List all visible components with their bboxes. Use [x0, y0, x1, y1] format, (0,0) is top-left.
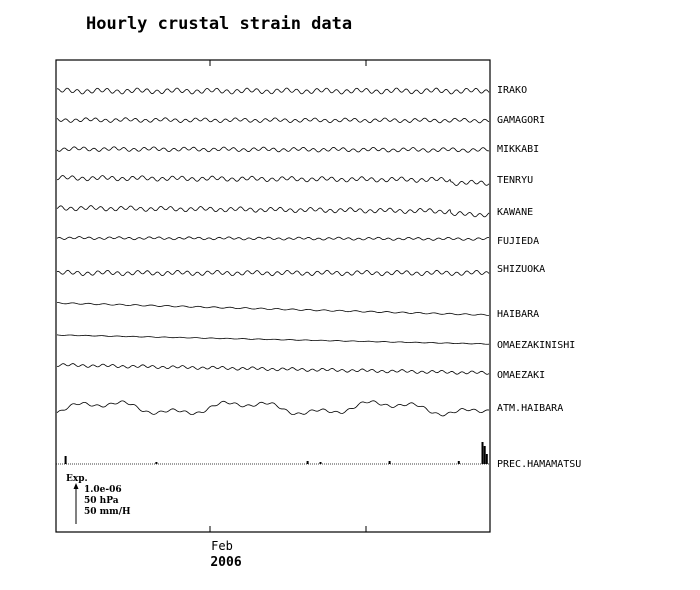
series-label-omaezakinishi: OMAEZAKINISHI [497, 340, 575, 351]
precip-bar-7 [483, 446, 486, 464]
label-group: IRAKO GAMAGORI MIKKABI TENRYU KAWANE FUJIEDA S… [497, 85, 581, 470]
series-label-fujieda: FUJIEDA [497, 236, 539, 247]
series-line-omaezaki [56, 363, 490, 375]
x-tick-label-month: Feb [211, 539, 233, 553]
series-label-tenryu: TENRYU [497, 175, 533, 186]
series-line-haibara [56, 302, 490, 316]
series-line-mikkabi [56, 146, 490, 153]
series-line-kawane [56, 205, 490, 218]
scale-legend-strain: 1.0e-06 [84, 485, 122, 495]
series-label-kawane: KAWANE [497, 207, 533, 218]
series-line-gamagori [56, 117, 490, 124]
series-group [56, 87, 490, 464]
precip-bar-6 [481, 442, 484, 464]
series-line-irako [56, 87, 490, 95]
series-label-omaezaki: OMAEZAKI [497, 370, 545, 381]
series-line-atm-haibara [56, 400, 490, 417]
scale-legend-arrowhead [73, 483, 79, 489]
series-label-prec-hamamatsu: PREC.HAMAMATSU [497, 459, 581, 470]
x-tick-label-year: 2006 [210, 555, 241, 570]
scale-legend-pressure: 50 hPa [84, 496, 119, 506]
series-label-gamagori: GAMAGORI [497, 115, 545, 126]
series-line-fujieda [56, 236, 490, 241]
plot-frame [55, 59, 491, 533]
series-label-haibara: HAIBARA [497, 309, 539, 320]
precip-bar-3 [319, 462, 322, 464]
precip-bar-8 [485, 454, 488, 464]
series-label-shizuoka: SHIZUOKA [497, 264, 545, 275]
series-line-omaezakinishi [56, 334, 490, 345]
series-line-shizuoka [56, 269, 490, 277]
series-label-atm-haibara: ATM.HAIBARA [497, 403, 563, 414]
scale-legend-precip: 50 mm/H [84, 507, 131, 517]
precip-bar-5 [457, 461, 460, 464]
series-line-tenryu [56, 175, 490, 186]
scale-legend: Exp. 1.0e-06 50 hPa 50 mm/H [66, 474, 131, 524]
chart-title: Hourly crustal strain data [86, 14, 353, 34]
precip-bar-2 [306, 461, 309, 464]
series-label-mikkabi: MIKKABI [497, 144, 539, 155]
series-label-irako: IRAKO [497, 85, 527, 96]
scale-legend-title: Exp. [66, 474, 88, 484]
precip-bar-1 [155, 462, 158, 464]
precip-bar-4 [388, 461, 391, 464]
precip-bar-0 [64, 456, 67, 464]
